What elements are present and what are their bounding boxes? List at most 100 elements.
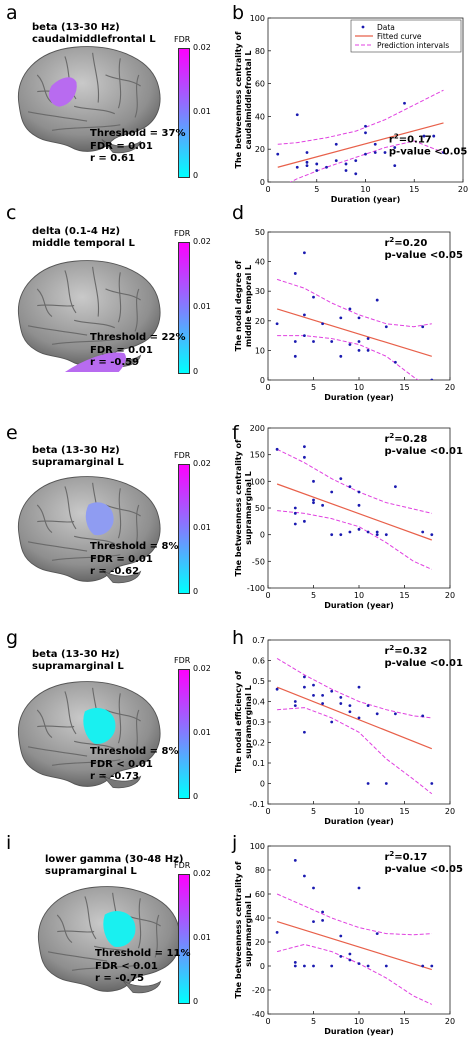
highlighted-region [103,911,136,947]
data-point [432,134,436,138]
data-point [321,919,324,922]
x-tick-label: 20 [445,591,455,600]
colorbar-mid-tick: 0.01 [193,933,211,942]
data-point [312,498,315,502]
data-point [321,693,324,697]
data-point [357,349,361,352]
data-point [303,964,306,968]
r-squared: r2=0.32 [384,644,427,657]
x-axis-label: Duration (year) [331,195,401,204]
colorbar-max-tick: 0.02 [193,664,211,673]
prediction-lower-line [277,510,433,570]
data-point [422,134,426,138]
data-point [394,712,397,716]
stat-fdr: FDR = 0.01 [90,553,153,565]
data-point [305,160,309,164]
legend-band-label: Prediction intervals [377,41,449,50]
data-point [315,169,319,172]
data-point [348,710,352,714]
data-point [348,530,352,534]
data-point [330,533,334,537]
y-tick-label: 0.6 [252,657,265,666]
panel-letter: e [6,422,18,444]
data-point [339,477,343,481]
stat-threshold: Threshold = 11% [95,948,191,959]
data-point [339,533,343,537]
y-tick-label: -0.1 [249,800,265,809]
data-point [354,159,358,163]
x-axis-label: Duration (year) [324,1027,394,1036]
data-point [348,704,352,707]
y-tick-label: 100 [250,842,265,851]
x-tick-label: 0 [265,1017,270,1026]
data-point [275,931,279,934]
data-point [339,702,343,705]
data-point [430,378,434,380]
data-point [293,700,297,703]
y-tick-label: 0.3 [252,718,265,727]
stat-r: r = 0.61 [90,153,135,164]
highlighted-region [83,708,116,744]
stat-r: r = -0.75 [95,973,145,984]
colorbar-title: FDR [174,229,191,238]
stat-fdr: FDR < 0.01 [90,758,153,770]
data-point [303,334,306,337]
band-label: beta (13-30 Hz) [32,445,120,456]
data-point [293,961,297,964]
data-point [366,782,370,785]
colorbar-min-tick: 0 [193,792,199,801]
data-point [357,503,361,507]
data-point [339,955,343,958]
data-point [305,164,309,168]
brain-stats: Threshold = 8% FDR < 0.01 r = -0.73 [90,746,179,784]
prediction-lower-line [289,140,444,182]
x-tick-label: 10 [354,591,364,600]
y-tick-label: 40 [255,258,265,267]
data-point [339,934,343,938]
y-tick-label: 0.5 [252,677,265,686]
data-point [366,704,370,707]
data-point [344,162,348,166]
y-tick-label: 40 [255,914,265,923]
data-point [421,530,425,534]
x-tick-label: 0 [265,383,270,392]
x-tick-label: 15 [399,383,409,392]
data-point [384,964,388,968]
data-point [357,340,361,343]
data-point [334,142,338,146]
y-tick-label: 20 [255,317,265,326]
region-label: supramarginal L [32,661,124,672]
y-tick-label: 100 [250,14,265,23]
brain-stats: Threshold = 8% FDR = 0.01 r = -0.62 [90,541,179,579]
data-point [384,782,388,785]
data-point [293,354,297,358]
x-tick-label: 10 [354,807,364,816]
panel-letter: j [232,832,238,854]
r-squared: r2=0.20 [384,236,427,249]
data-point [357,886,361,890]
prediction-lower-line [277,707,433,795]
y-tick-label: 60 [255,890,265,899]
data-point [293,506,297,510]
band-label: delta (0.1-4 Hz) [32,226,121,237]
highlighted-region [49,77,77,107]
stat-threshold: Threshold = 8% [90,541,179,552]
data-point [293,522,297,526]
data-point [315,162,319,166]
brain-title: beta (13-30 Hz) supramarginal L [32,445,124,469]
colorbar-max-tick: 0.02 [193,237,211,246]
x-tick-label: 20 [445,383,455,392]
y-axis-label: The betweenness centrality ofcaudalmiddl… [234,31,253,169]
colorbar-title: FDR [174,451,191,460]
fitted-line [276,308,432,357]
brain-title: delta (0.1-4 Hz) middle temporal L [32,226,135,250]
y-tick-label: -20 [252,986,265,995]
p-value: p-value <0.05 [384,864,462,875]
x-tick-label: 15 [399,1017,409,1026]
data-point [348,307,352,311]
y-tick-label: -100 [247,584,265,593]
legend-data-marker [361,25,365,29]
data-point [366,530,370,534]
brain-stats: Threshold = 37% FDR = 0.01 r = 0.61 [90,128,185,166]
